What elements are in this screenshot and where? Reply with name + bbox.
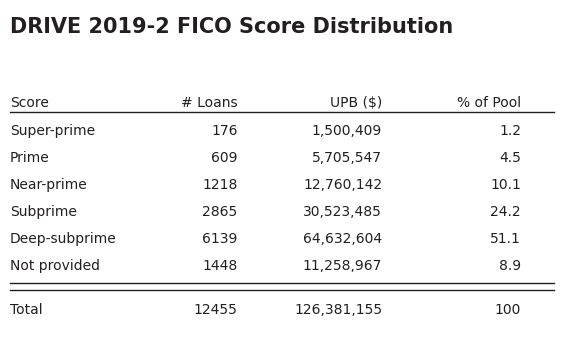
Text: DRIVE 2019-2 FICO Score Distribution: DRIVE 2019-2 FICO Score Distribution — [10, 17, 453, 37]
Text: 10.1: 10.1 — [490, 178, 521, 192]
Text: Subprime: Subprime — [10, 205, 76, 219]
Text: 2865: 2865 — [202, 205, 238, 219]
Text: Score: Score — [10, 96, 48, 110]
Text: 5,705,547: 5,705,547 — [312, 151, 382, 165]
Text: 64,632,604: 64,632,604 — [303, 232, 382, 246]
Text: Prime: Prime — [10, 151, 50, 165]
Text: 12455: 12455 — [194, 303, 238, 317]
Text: 6139: 6139 — [202, 232, 238, 246]
Text: 4.5: 4.5 — [499, 151, 521, 165]
Text: 126,381,155: 126,381,155 — [294, 303, 382, 317]
Text: 11,258,967: 11,258,967 — [303, 259, 382, 273]
Text: 1218: 1218 — [202, 178, 238, 192]
Text: 1,500,409: 1,500,409 — [312, 124, 382, 138]
Text: 176: 176 — [211, 124, 238, 138]
Text: 24.2: 24.2 — [490, 205, 521, 219]
Text: 12,760,142: 12,760,142 — [303, 178, 382, 192]
Text: 51.1: 51.1 — [490, 232, 521, 246]
Text: 100: 100 — [495, 303, 521, 317]
Text: Total: Total — [10, 303, 42, 317]
Text: 30,523,485: 30,523,485 — [303, 205, 382, 219]
Text: Not provided: Not provided — [10, 259, 100, 273]
Text: 609: 609 — [211, 151, 238, 165]
Text: 1.2: 1.2 — [499, 124, 521, 138]
Text: Super-prime: Super-prime — [10, 124, 95, 138]
Text: Deep-subprime: Deep-subprime — [10, 232, 116, 246]
Text: % of Pool: % of Pool — [457, 96, 521, 110]
Text: 8.9: 8.9 — [499, 259, 521, 273]
Text: 1448: 1448 — [202, 259, 238, 273]
Text: # Loans: # Loans — [181, 96, 238, 110]
Text: Near-prime: Near-prime — [10, 178, 87, 192]
Text: UPB ($): UPB ($) — [330, 96, 382, 110]
